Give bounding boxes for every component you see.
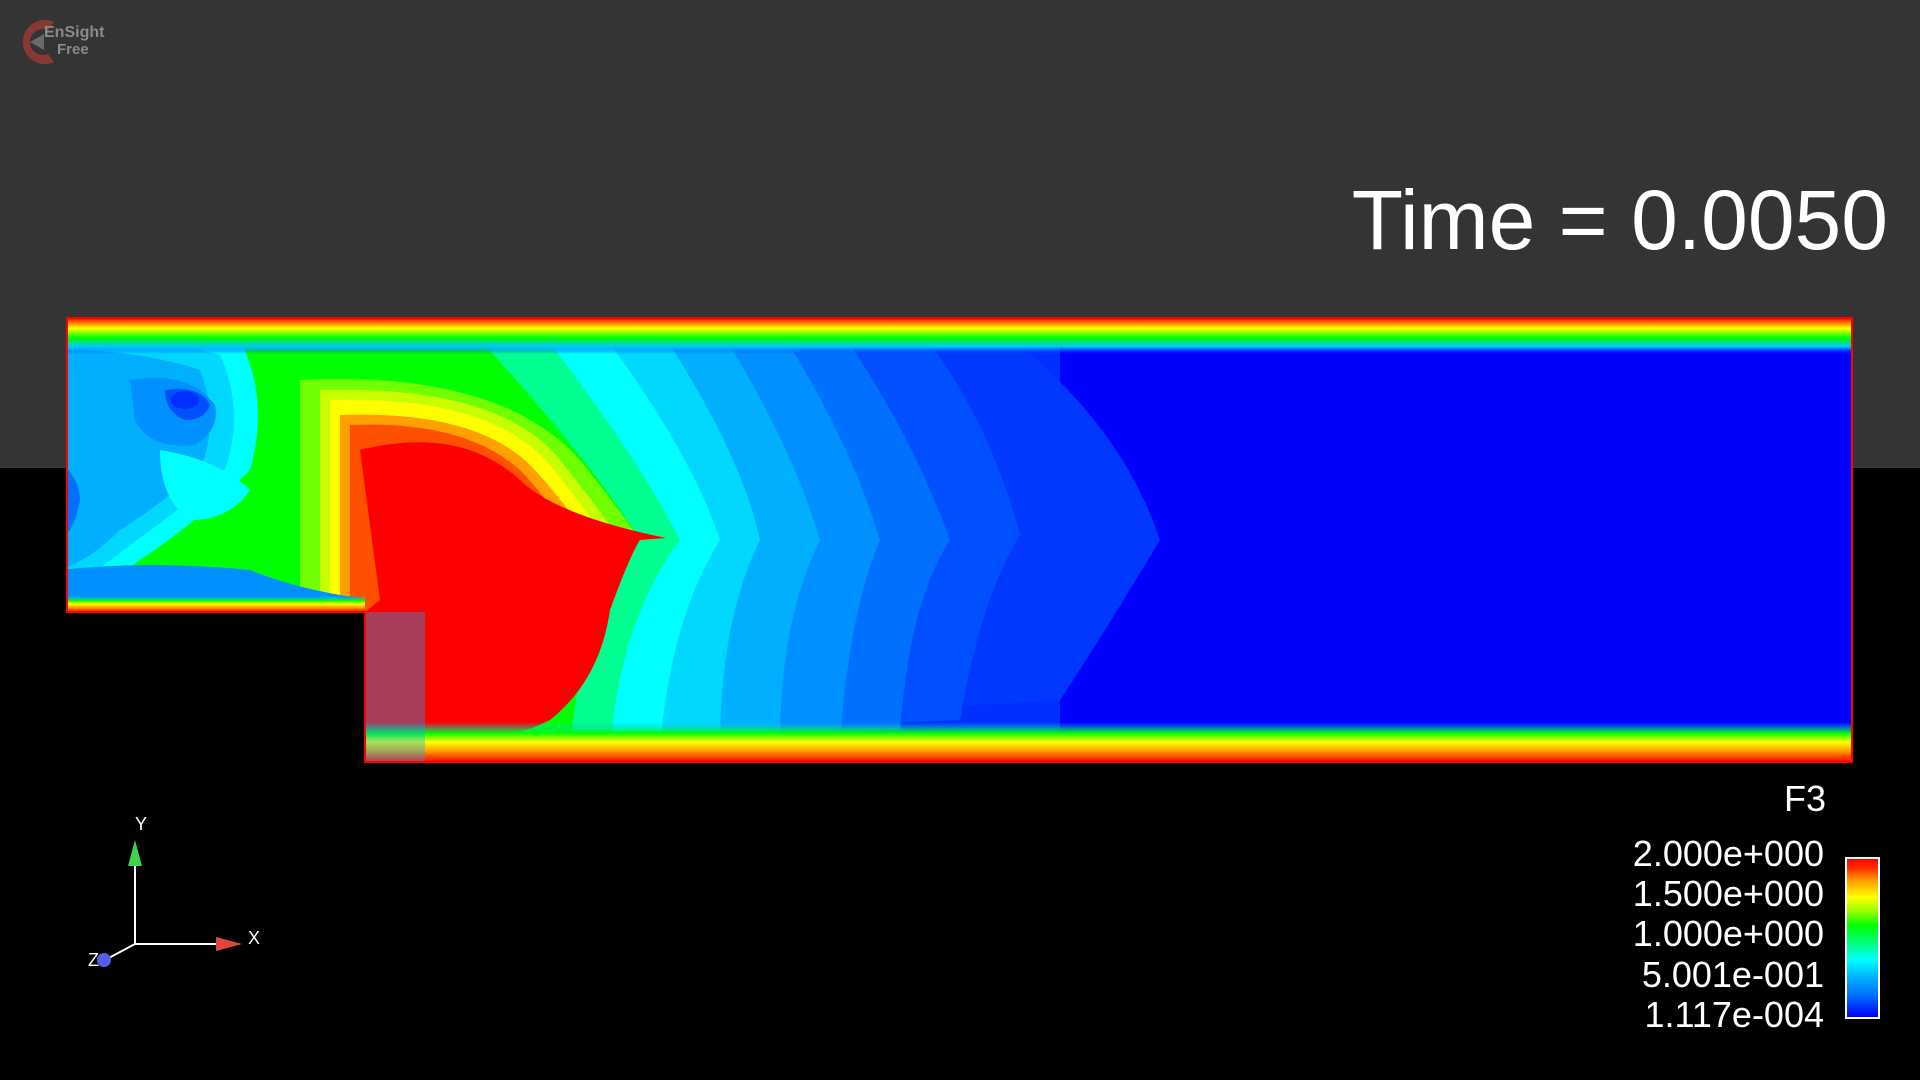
legend-colorbar <box>1845 857 1880 1019</box>
legend-variable-name: F3 <box>1783 778 1826 819</box>
x-axis-label: X <box>248 928 261 948</box>
legend-tick-label: 1.117e-004 <box>1644 994 1825 1035</box>
z-axis-marker <box>97 953 111 967</box>
x-axis-arrow <box>216 937 242 951</box>
time-annotation: Time = 0.0050 <box>1351 173 1888 267</box>
contour-field <box>67 318 1852 762</box>
legend-tick-label: 1.500e+000 <box>1632 873 1824 914</box>
y-axis-arrow <box>128 840 142 866</box>
logo-text-line1: EnSight <box>44 24 105 41</box>
legend-tick-label: 5.001e-001 <box>1641 954 1824 995</box>
ensight-logo: EnSight Free <box>16 14 126 70</box>
domain-outline <box>66 317 1853 763</box>
logo-text-line2: Free <box>57 41 89 58</box>
legend-tick-label: 2.000e+000 <box>1632 833 1824 874</box>
axis-triad: Y X Z <box>80 810 280 980</box>
y-axis-label: Y <box>135 814 148 834</box>
z-axis-label: Z <box>88 950 99 970</box>
legend-tick-label: 1.000e+000 <box>1632 913 1824 954</box>
